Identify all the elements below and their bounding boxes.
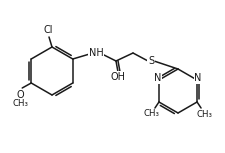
Text: CH₃: CH₃ (196, 110, 212, 119)
Text: NH: NH (89, 48, 103, 58)
Text: Cl: Cl (43, 25, 53, 35)
Text: O: O (16, 90, 24, 100)
Text: N: N (194, 73, 202, 83)
Text: N: N (154, 73, 162, 83)
Text: S: S (148, 56, 154, 66)
Text: OH: OH (110, 72, 126, 82)
Text: CH₃: CH₃ (144, 110, 160, 119)
Text: CH₃: CH₃ (12, 99, 28, 108)
